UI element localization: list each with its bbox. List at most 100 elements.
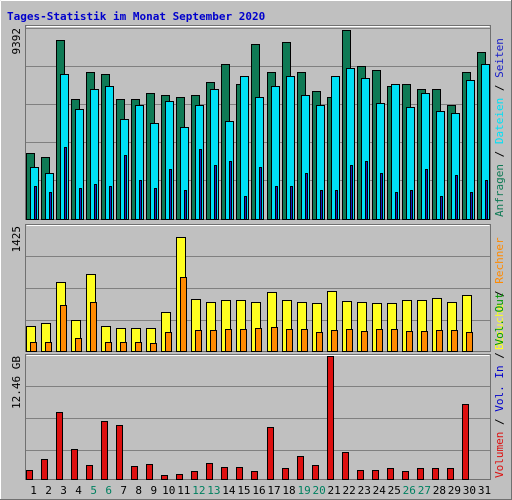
bar-volumen-17 <box>267 427 274 480</box>
bar-volumen-7 <box>116 425 123 480</box>
bar-volumen-8 <box>131 466 138 480</box>
bar-seiten-21 <box>335 190 338 220</box>
x-tick-label-day-6: 6 <box>105 484 112 497</box>
bar-seiten-8 <box>139 180 142 220</box>
bar-seiten-31 <box>485 180 488 220</box>
panel-bottom: 12.46 GB <box>10 354 491 480</box>
bar-volumen-22 <box>342 452 349 480</box>
bar-seiten-6 <box>109 186 112 220</box>
x-tick-label-day-27: 27 <box>418 484 431 497</box>
bar-seiten-28 <box>440 196 443 220</box>
x-tick-label-day-16: 16 <box>252 484 265 497</box>
y-axis-max-label-top: 9392 <box>10 28 23 55</box>
bar-seiten-18 <box>290 186 293 220</box>
bar-rechner-2 <box>45 342 52 352</box>
legend-separator: / <box>493 412 506 432</box>
bar-rechner-14 <box>225 329 232 352</box>
x-tick-label-day-17: 17 <box>267 484 280 497</box>
bar-seiten-23 <box>365 161 368 220</box>
x-tick-label-day-13: 13 <box>207 484 220 497</box>
x-tick-label-day-25: 25 <box>388 484 401 497</box>
x-tick-label-day-22: 22 <box>343 484 356 497</box>
bar-seiten-16 <box>259 167 262 220</box>
bar-seiten-11 <box>184 190 187 220</box>
bar-seiten-13 <box>214 165 217 220</box>
x-tick-label-day-5: 5 <box>90 484 97 497</box>
bar-rechner-25 <box>391 329 398 352</box>
bar-rechner-11 <box>180 277 187 352</box>
x-tick-label-day-9: 9 <box>150 484 157 497</box>
x-tick-label-day-19: 19 <box>297 484 310 497</box>
bar-volumen-3 <box>56 412 63 480</box>
legend-middle: Besuche / Rechner <box>493 237 506 350</box>
x-tick-label-day-23: 23 <box>358 484 371 497</box>
bar-seiten-7 <box>124 155 127 220</box>
bar-rechner-3 <box>60 305 67 352</box>
bar-rechner-22 <box>346 329 353 352</box>
legend-separator: / <box>493 346 506 366</box>
bar-rechner-13 <box>210 330 217 352</box>
bar-volumen-27 <box>417 468 424 480</box>
bar-rechner-4 <box>75 338 82 352</box>
x-tick-label-day-1: 1 <box>30 484 37 497</box>
x-tick-label-day-20: 20 <box>312 484 325 497</box>
bar-rechner-20 <box>316 332 323 352</box>
bar-rechner-1 <box>30 342 37 352</box>
bar-rechner-23 <box>361 331 368 352</box>
bar-rechner-18 <box>286 329 293 352</box>
bar-seiten-19 <box>305 173 308 220</box>
bar-rechner-21 <box>331 330 338 352</box>
bar-volumen-21 <box>327 356 334 480</box>
bar-seiten-1 <box>34 186 37 220</box>
bar-rechner-30 <box>466 332 473 352</box>
legend-labels: Anfragen / Dateien / Seiten Besuche / Rec… <box>493 38 506 478</box>
x-axis-labels: 1 2 3 4 5 6 7 8 9 10 11 12 13 14 15 16 17 18 19 20 21 22 23 24 2… <box>30 484 491 497</box>
x-tick-label-day-29: 29 <box>448 484 461 497</box>
legend-top: Anfragen / Dateien / Seiten <box>493 38 506 217</box>
chart-panels: 9392 1425 12.46 GB <box>10 25 491 480</box>
panel-top: 9392 <box>10 25 491 220</box>
bar-rechner-12 <box>195 330 202 352</box>
bar-seiten-30 <box>470 192 473 220</box>
bar-seiten-5 <box>94 184 97 220</box>
x-tick-label-day-26: 26 <box>403 484 416 497</box>
legend-separator: / <box>493 144 506 164</box>
x-tick-label-day-7: 7 <box>120 484 127 497</box>
bar-seiten-20 <box>320 190 323 220</box>
bar-rechner-7 <box>120 342 127 352</box>
bar-seiten-10 <box>169 169 172 220</box>
bar-seiten-27 <box>425 169 428 220</box>
bar-rechner-9 <box>150 343 157 352</box>
y-axis-max-label-middle: 1425 <box>10 226 23 253</box>
legend-item-rechner: Rechner <box>493 237 506 284</box>
bar-volumen-19 <box>297 456 304 480</box>
bar-seiten-12 <box>199 149 202 220</box>
bar-seiten-22 <box>350 165 353 220</box>
bar-volumen-18 <box>282 468 289 480</box>
x-tick-label-day-12: 12 <box>192 484 205 497</box>
bar-volumen-16 <box>251 471 258 480</box>
x-tick-label-day-21: 21 <box>328 484 341 497</box>
bar-rechner-29 <box>451 330 458 352</box>
x-tick-label-day-15: 15 <box>237 484 250 497</box>
bar-volumen-23 <box>357 470 364 480</box>
bar-rechner-28 <box>436 330 443 352</box>
bar-volumen-29 <box>447 468 454 480</box>
bar-rechner-19 <box>301 329 308 352</box>
legend-separator: / <box>493 78 506 98</box>
bar-volumen-13 <box>206 463 213 480</box>
legend-item-besuche: Besuche <box>493 304 506 350</box>
panel-middle: 1425 <box>10 224 491 352</box>
x-tick-label-day-30: 30 <box>463 484 476 497</box>
bar-seiten-14 <box>229 161 232 220</box>
bar-rechner-15 <box>240 329 247 352</box>
bar-seiten-25 <box>395 192 398 220</box>
bar-volumen-14 <box>221 467 228 480</box>
bar-seiten-26 <box>410 190 413 220</box>
bar-volumen-12 <box>191 471 198 480</box>
bar-seiten-17 <box>275 186 278 220</box>
bar-volumen-11 <box>176 474 183 480</box>
bar-rechner-26 <box>406 331 413 352</box>
legend-bottom: Volumen / Vol. In / Vol. Out <box>493 293 506 478</box>
